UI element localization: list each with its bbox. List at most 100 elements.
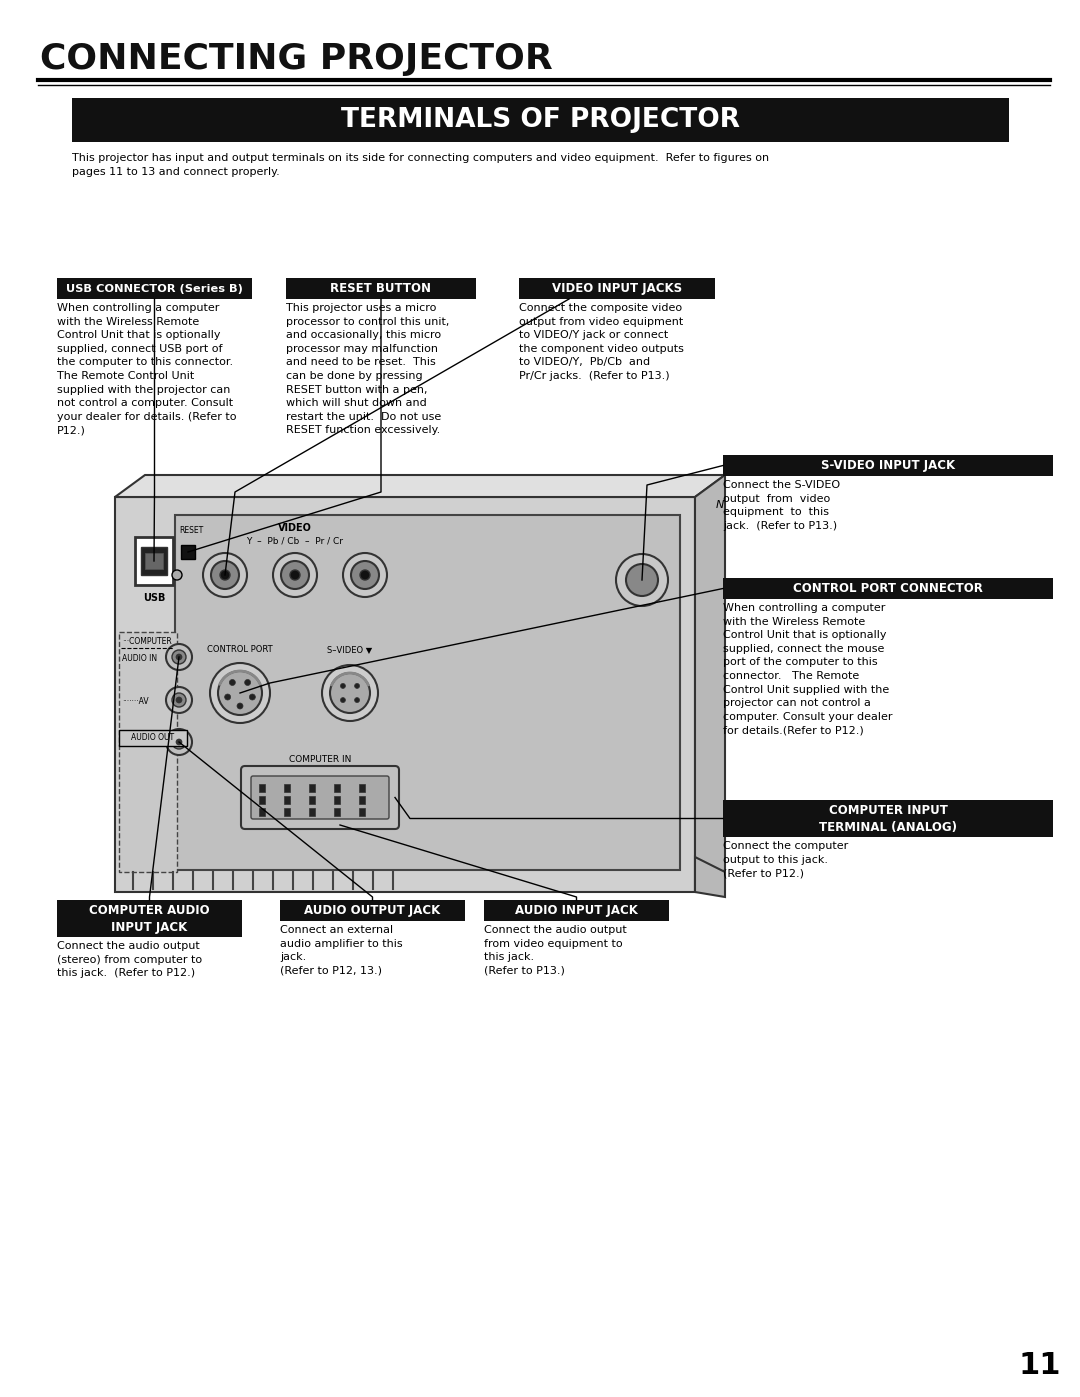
Bar <box>72 98 1009 142</box>
Text: Connect the S-VIDEO
output  from  video
equipment  to  this
jack.  (Refer to P13: Connect the S-VIDEO output from video eq… <box>723 481 840 531</box>
Bar <box>280 900 465 921</box>
Text: AUDIO IN: AUDIO IN <box>122 654 157 664</box>
Circle shape <box>354 683 360 689</box>
Circle shape <box>218 671 262 715</box>
Circle shape <box>245 679 251 686</box>
Text: 11: 11 <box>1018 1351 1062 1379</box>
Text: When controlling a computer
with the Wireless Remote
Control Unit that is option: When controlling a computer with the Wir… <box>57 303 237 436</box>
Circle shape <box>237 703 243 710</box>
Bar <box>309 796 315 805</box>
Bar <box>723 455 1053 476</box>
Text: COMPUTER IN: COMPUTER IN <box>288 754 351 764</box>
Bar <box>723 800 1053 837</box>
Circle shape <box>322 665 378 721</box>
Text: N: N <box>716 500 725 510</box>
Bar <box>57 278 252 299</box>
Polygon shape <box>696 856 725 897</box>
Bar <box>309 807 315 816</box>
Bar <box>484 900 669 921</box>
Circle shape <box>172 693 186 707</box>
Bar <box>359 784 365 792</box>
Text: When controlling a computer
with the Wireless Remote
Control Unit that is option: When controlling a computer with the Wir… <box>723 604 892 735</box>
Circle shape <box>229 679 235 686</box>
Text: AUDIO OUTPUT JACK: AUDIO OUTPUT JACK <box>305 904 441 916</box>
Bar <box>141 548 167 576</box>
Circle shape <box>626 564 658 597</box>
Bar <box>519 278 715 299</box>
Text: CONTROL PORT CONNECTOR: CONTROL PORT CONNECTOR <box>793 583 983 595</box>
Text: RESET BUTTON: RESET BUTTON <box>330 282 432 295</box>
Circle shape <box>176 739 183 745</box>
Bar <box>119 631 177 872</box>
Text: ···COMPUTER: ···COMPUTER <box>122 637 172 645</box>
Text: This projector has input and output terminals on its side for connecting compute: This projector has input and output term… <box>72 154 769 176</box>
Bar <box>334 784 340 792</box>
Bar <box>284 796 291 805</box>
Circle shape <box>273 553 318 597</box>
Bar <box>119 731 187 746</box>
Bar <box>259 784 265 792</box>
Text: Connect the computer
output to this jack.
(Refer to P12.): Connect the computer output to this jack… <box>723 841 848 879</box>
Circle shape <box>166 729 192 754</box>
Circle shape <box>166 687 192 712</box>
Bar <box>286 278 476 299</box>
Text: RESET: RESET <box>179 527 203 535</box>
Bar <box>114 497 696 893</box>
Bar <box>309 784 315 792</box>
Circle shape <box>340 697 346 703</box>
Bar <box>135 536 173 585</box>
Circle shape <box>203 553 247 597</box>
Bar <box>334 796 340 805</box>
Text: Connect the audio output
from video equipment to
this jack.
(Refer to P13.): Connect the audio output from video equi… <box>484 925 626 975</box>
Bar <box>57 900 242 937</box>
Text: TERMINALS OF PROJECTOR: TERMINALS OF PROJECTOR <box>341 108 740 133</box>
Text: S–VIDEO ▼: S–VIDEO ▼ <box>327 645 373 654</box>
Circle shape <box>172 735 186 749</box>
Circle shape <box>176 697 183 703</box>
Bar <box>145 553 163 569</box>
Circle shape <box>225 694 231 700</box>
Circle shape <box>249 694 255 700</box>
Circle shape <box>166 644 192 671</box>
Circle shape <box>211 562 239 590</box>
Text: COMPUTER AUDIO
INPUT JACK: COMPUTER AUDIO INPUT JACK <box>90 904 210 933</box>
Text: CONNECTING PROJECTOR: CONNECTING PROJECTOR <box>40 42 553 75</box>
Polygon shape <box>696 475 725 893</box>
Circle shape <box>172 650 186 664</box>
Circle shape <box>343 553 387 597</box>
Text: Connect the composite video
output from video equipment
to VIDEO/Y jack or conne: Connect the composite video output from … <box>519 303 684 381</box>
Circle shape <box>172 570 183 580</box>
Bar <box>359 796 365 805</box>
Bar <box>181 545 195 559</box>
Circle shape <box>220 570 230 580</box>
Text: Y  –  Pb / Cb  –  Pr / Cr: Y – Pb / Cb – Pr / Cr <box>246 536 343 546</box>
Text: AUDIO INPUT JACK: AUDIO INPUT JACK <box>515 904 638 916</box>
Circle shape <box>210 664 270 724</box>
Bar <box>723 578 1053 599</box>
Bar <box>175 515 680 870</box>
Text: Connect an external
audio amplifier to this
jack.
(Refer to P12, 13.): Connect an external audio amplifier to t… <box>280 925 403 975</box>
Text: USB: USB <box>143 592 165 604</box>
Circle shape <box>360 570 370 580</box>
Circle shape <box>330 673 370 712</box>
Bar <box>284 807 291 816</box>
Text: S-VIDEO INPUT JACK: S-VIDEO INPUT JACK <box>821 460 955 472</box>
Text: CONTROL PORT: CONTROL PORT <box>207 645 273 654</box>
Text: USB CONNECTOR (Series B): USB CONNECTOR (Series B) <box>66 284 243 293</box>
Bar <box>259 807 265 816</box>
Text: COMPUTER INPUT
TERMINAL (ANALOG): COMPUTER INPUT TERMINAL (ANALOG) <box>819 803 957 834</box>
Circle shape <box>291 570 300 580</box>
Text: This projector uses a micro
processor to control this unit,
and occasionally, th: This projector uses a micro processor to… <box>286 303 449 436</box>
Circle shape <box>176 654 183 659</box>
FancyBboxPatch shape <box>241 766 399 828</box>
Circle shape <box>351 562 379 590</box>
Text: VIDEO: VIDEO <box>278 522 312 534</box>
Circle shape <box>354 697 360 703</box>
FancyBboxPatch shape <box>251 775 389 819</box>
Circle shape <box>616 555 669 606</box>
Bar <box>284 784 291 792</box>
Text: AUDIO OUT: AUDIO OUT <box>132 733 175 742</box>
Bar <box>259 796 265 805</box>
Text: ·······AV: ·······AV <box>122 697 149 705</box>
Circle shape <box>281 562 309 590</box>
